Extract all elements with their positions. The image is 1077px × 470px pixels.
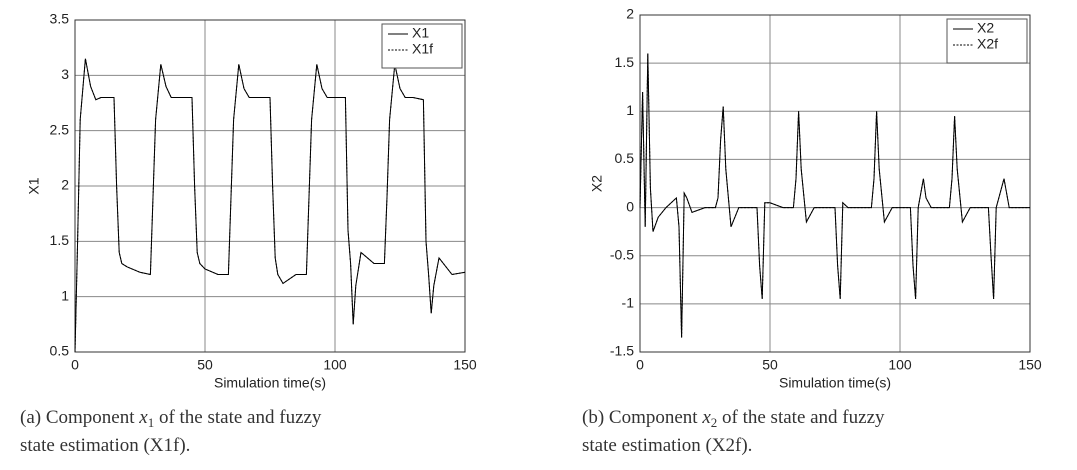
legend-label: X2	[977, 20, 994, 36]
y-tick-label: 2	[61, 177, 69, 193]
x-tick-label: 100	[323, 357, 347, 373]
caption-text: of the state and fuzzy	[154, 407, 322, 428]
y-axis-label: X2	[589, 175, 605, 192]
x-tick-label: 0	[636, 357, 644, 373]
y-tick-label: 0.5	[50, 343, 70, 359]
y-tick-label: 0.5	[615, 150, 635, 166]
y-tick-label: 1	[626, 102, 634, 118]
y-axis-label: X1	[26, 177, 42, 194]
legend-label: X1f	[412, 41, 433, 57]
y-tick-label: 1.5	[615, 54, 635, 70]
legend-box	[946, 18, 1028, 64]
caption-sub: 1	[148, 415, 155, 430]
x-axis-label: Simulation time(s)	[779, 375, 891, 391]
y-tick-label: -1	[622, 295, 635, 311]
x-tick-label: 100	[888, 357, 912, 373]
caption-sub: 2	[711, 415, 718, 430]
caption-text: (a) Component	[20, 407, 139, 428]
legend-label: X1	[412, 25, 429, 41]
x-tick-label: 50	[762, 357, 778, 373]
y-tick-label: 0	[626, 198, 634, 214]
series-line	[639, 53, 1030, 338]
y-tick-label: 2.5	[50, 121, 70, 137]
caption: (a) Component x1 of the state and fuzzy	[20, 407, 322, 430]
caption-var: x	[701, 407, 711, 428]
y-tick-label: -1.5	[610, 343, 634, 359]
y-tick-label: 2	[626, 6, 634, 22]
y-tick-label: 3.5	[50, 11, 70, 27]
plot-frame	[74, 19, 466, 353]
series-line	[74, 58, 466, 353]
legend-box	[381, 23, 463, 69]
caption: state estimation (X1f).	[20, 435, 190, 456]
x-axis-label: Simulation time(s)	[214, 375, 326, 391]
y-tick-label: -0.5	[610, 246, 634, 262]
x-tick-label: 150	[1018, 357, 1042, 373]
legend-label: X2f	[977, 36, 998, 52]
caption: (b) Component x2 of the state and fuzzy	[582, 407, 885, 430]
caption-text: (b) Component	[582, 407, 702, 428]
x-tick-label: 150	[453, 357, 477, 373]
plot-frame	[639, 14, 1031, 353]
caption: state estimation (X2f).	[582, 435, 752, 456]
y-tick-label: 3	[61, 66, 69, 82]
x-tick-label: 50	[197, 357, 213, 373]
series-line	[639, 53, 1030, 338]
y-tick-label: 1.5	[50, 232, 70, 248]
caption-text: of the state and fuzzy	[717, 407, 885, 428]
y-tick-label: 1	[61, 287, 69, 303]
caption-var: x	[138, 407, 148, 428]
x-tick-label: 0	[71, 357, 79, 373]
